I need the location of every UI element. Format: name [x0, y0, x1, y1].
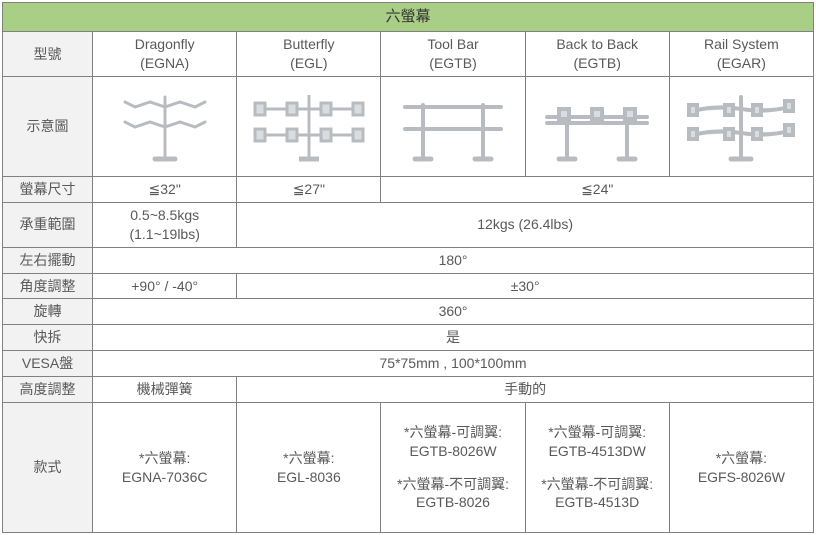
row-load: 承重範圍 0.5~8.5kgs (1.1~19lbs) 12kgs (26.4l… — [3, 202, 814, 247]
style-0: *六螢幕: EGNA-7036C — [93, 403, 237, 533]
row-tilt: 角度調整 +90° / -40° ±30° — [3, 273, 814, 299]
row-diagram: 示意圖 — [3, 77, 814, 177]
label-vesa: VESA盤 — [3, 351, 93, 377]
diagram-1 — [237, 77, 381, 177]
swivel-all: 180° — [93, 247, 814, 273]
diagram-0 — [93, 77, 237, 177]
diagram-3 — [525, 77, 669, 177]
quick-all: 是 — [93, 325, 814, 351]
row-quick: 快拆 是 — [3, 325, 814, 351]
model-4: Rail System (EGAR) — [669, 32, 813, 77]
label-style: 款式 — [3, 403, 93, 533]
label-rotate: 旋轉 — [3, 299, 93, 325]
label-tilt: 角度調整 — [3, 273, 93, 299]
row-screen-size: 螢幕尺寸 ≦32" ≦27" ≦24" — [3, 177, 814, 203]
rotate-all: 360° — [93, 299, 814, 325]
model-2: Tool Bar (EGTB) — [381, 32, 525, 77]
style-3: *六螢幕-可調翼: EGTB-4513DW *六螢幕-不可調翼: EGTB-45… — [525, 403, 669, 533]
row-vesa: VESA盤 75*75mm , 100*100mm — [3, 351, 814, 377]
model-1: Butterfly (EGL) — [237, 32, 381, 77]
style-2: *六螢幕-可調翼: EGTB-8026W *六螢幕-不可調翼: EGTB-802… — [381, 403, 525, 533]
height-0: 機械彈簧 — [93, 377, 237, 403]
screen-size-1: ≦27" — [237, 177, 381, 203]
style-1: *六螢幕: EGL-8036 — [237, 403, 381, 533]
row-swivel: 左右擺動 180° — [3, 247, 814, 273]
load-0: 0.5~8.5kgs (1.1~19lbs) — [93, 202, 237, 247]
row-rotate: 旋轉 360° — [3, 299, 814, 325]
label-quick: 快拆 — [3, 325, 93, 351]
tilt-1234: ±30° — [237, 273, 814, 299]
label-swivel: 左右擺動 — [3, 247, 93, 273]
style-4: *六螢幕: EGFS-8026W — [669, 403, 813, 533]
label-screen-size: 螢幕尺寸 — [3, 177, 93, 203]
row-model: 型號 Dragonfly (EGNA) Butterfly (EGL) Tool… — [3, 32, 814, 77]
label-load: 承重範圍 — [3, 202, 93, 247]
label-model: 型號 — [3, 32, 93, 77]
title-row: 六螢幕 — [3, 3, 814, 32]
spec-table: 六螢幕 型號 Dragonfly (EGNA) Butterfly (EGL) … — [2, 2, 814, 533]
vesa-all: 75*75mm , 100*100mm — [93, 351, 814, 377]
table-title: 六螢幕 — [3, 3, 814, 32]
model-3: Back to Back (EGTB) — [525, 32, 669, 77]
height-1234: 手動的 — [237, 377, 814, 403]
screen-size-0: ≦32" — [93, 177, 237, 203]
label-height: 高度調整 — [3, 377, 93, 403]
label-diagram: 示意圖 — [3, 77, 93, 177]
model-0: Dragonfly (EGNA) — [93, 32, 237, 77]
tilt-0: +90° / -40° — [93, 273, 237, 299]
screen-size-234: ≦24" — [381, 177, 814, 203]
row-style: 款式 *六螢幕: EGNA-7036C *六螢幕: EGL-8036 *六螢幕-… — [3, 403, 814, 533]
diagram-2 — [381, 77, 525, 177]
load-1234: 12kgs (26.4lbs) — [237, 202, 814, 247]
row-height: 高度調整 機械彈簧 手動的 — [3, 377, 814, 403]
diagram-4 — [669, 77, 813, 177]
